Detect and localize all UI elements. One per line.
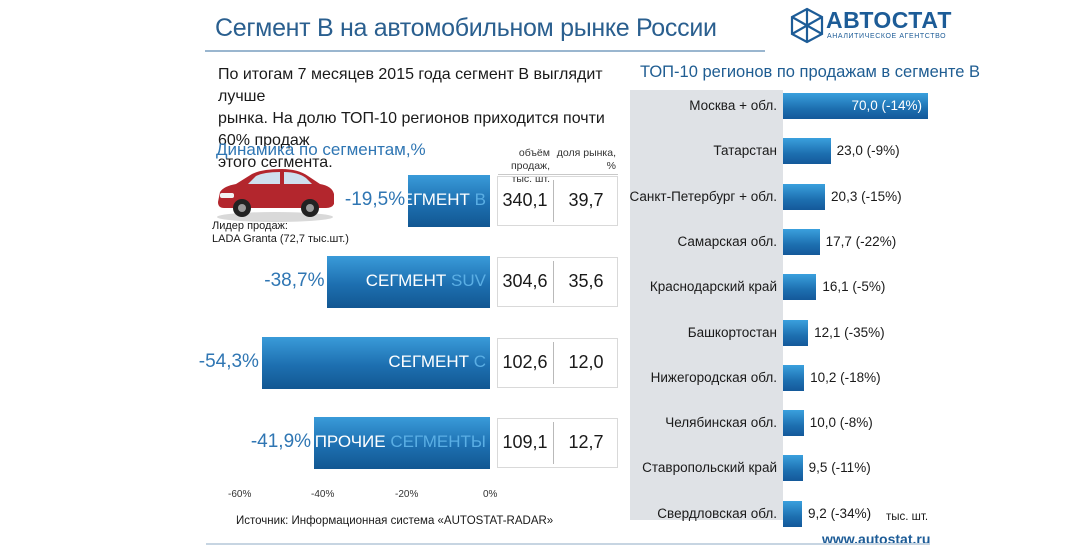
region-name-label: Башкортостан [687,325,777,340]
segment-label-main: СЕГМЕНТ [388,352,474,371]
region-value-label: 10,2 (-18%) [810,370,881,385]
segment-values-separator [553,261,554,303]
x-tick-label: -20% [395,489,419,500]
unit-label: тыс. шт. [886,511,929,523]
region-bar [783,501,803,527]
logo-subtitle: АНАЛИТИЧЕСКОЕ АГЕНТСТВО [827,33,947,40]
segment-values-separator [553,180,554,222]
segment-values-box [497,257,618,307]
regions-chart-title: ТОП-10 регионов по продажам в сегменте В [640,63,980,81]
region-bar [783,93,928,119]
segment-bar [314,417,490,469]
segment-values-box [497,418,618,468]
intro-text: По итогам 7 месяцев 2015 года сегмент В … [218,64,638,174]
region-value-label: 9,2 (-34%) [808,506,872,521]
region-value-label: 70,0 (-14%) [851,98,922,113]
segment-share-value: 12,0 [568,352,604,372]
segment-volume-value: 304,6 [502,271,548,291]
region-name-label: Санкт-Петербург + обл. [629,189,777,204]
segment-share-value: 39,7 [568,190,604,210]
source-note: Источник: Информационная система «AUTOST… [236,515,554,527]
region-bar [783,184,826,210]
intro-line-2: рынка. На долю ТОП-10 регионов приходитс… [218,110,605,149]
region-value-label: 12,1 (-35%) [814,325,885,340]
region-value-label: 20,3 (-15%) [831,189,902,204]
segment-bar-label: СЕГМЕНТ С [388,352,486,372]
region-bar [783,320,809,346]
segment-values-box [497,338,618,388]
segment-chart-title: Динамика по сегментам,% [216,140,426,159]
region-name-label: Челябинская обл. [665,415,777,430]
region-name-label: Краснодарский край [649,279,777,294]
x-tick-label: -40% [311,489,335,500]
column-header-divider [498,174,618,175]
share-header-line-2: % [606,160,616,172]
segment-share-value: 12,7 [568,432,604,452]
segment-change-label: -54,3% [198,351,259,372]
regions-label-panel [630,90,783,520]
volume-header-line-1: объём продаж, [510,147,550,172]
segment-volume-value: 340,1 [502,190,548,210]
segment-values-box [497,176,618,226]
segment-label-main: СЕГМЕНТ [365,271,452,290]
segment-values-separator [553,342,554,384]
region-bar [783,410,804,436]
segment-values-separator [553,422,554,464]
segment-label-highlight: В [474,190,486,209]
segment-label-highlight: С [473,352,486,371]
region-bar [783,455,803,481]
region-value-label: 23,0 (-9%) [836,143,900,158]
segment-label-highlight: СЕГМЕНТЫ [390,432,486,451]
region-value-label: 10,0 (-8%) [809,415,873,430]
intro-line-1: По итогам 7 месяцев 2015 года сегмент В … [218,66,603,105]
segment-label-highlight: SUV [451,271,486,290]
region-name-label: Нижегородская обл. [650,370,777,385]
segment-change-label: -38,7% [264,270,325,291]
intro-line-3: этого сегмента. [218,154,333,171]
segment-volume-value: 102,6 [502,352,548,372]
title-divider [205,50,765,52]
region-value-label: 16,1 (-5%) [822,279,886,294]
region-value-label: 17,7 (-22%) [825,234,897,249]
segment-share-value: 35,6 [568,271,604,291]
page-title: Сегмент В на автомобильном рынке России [215,14,717,42]
region-name-label: Самарская обл. [677,234,778,249]
region-bar [783,365,805,391]
segment-bar-label: ПРОЧИЕ СЕГМЕНТЫ [315,432,486,452]
segment-bar [261,337,490,389]
car-illustration [217,169,334,222]
segment-bar-label: СЕГМЕНТ В [389,190,486,210]
segment-label-main: ПРОЧИЕ [314,432,391,451]
segment-bar [408,175,490,227]
segment-label-main: СЕГМЕНТ [389,190,475,209]
x-tick-label: -60% [228,489,252,500]
bottom-divider [206,543,930,545]
share-column-header: доля рынка, % [556,147,616,173]
segment-bar-label: СЕГМЕНТ SUV [366,271,486,291]
region-bar [783,274,817,300]
region-name-label: Москва + обл. [689,98,777,113]
sales-leader-line-2: LADA Granta (72,7 тыс.шт.) [212,233,349,245]
region-value-label: 9,5 (-11%) [808,460,871,475]
segment-bar [327,256,490,308]
region-name-label: Татарстан [713,143,777,158]
region-name-label: Свердловская обл. [657,506,777,521]
segment-change-label: -19,5% [344,189,406,210]
region-bar [783,229,820,255]
segment-volume-value: 109,1 [502,432,548,452]
x-tick-label: 0% [483,489,498,500]
region-bar [783,138,831,164]
share-header-line-1: доля рынка, [556,147,616,159]
autostat-logo-icon [790,7,824,44]
sales-leader-line-1: Лидер продаж: [212,220,288,232]
region-name-label: Ставропольский край [642,460,777,475]
logo-text: АВТОСТАТ [826,7,952,33]
segment-change-label: -41,9% [250,431,312,452]
sales-leader-note: Лидер продаж: LADA Granta (72,7 тыс.шт.) [212,220,349,246]
